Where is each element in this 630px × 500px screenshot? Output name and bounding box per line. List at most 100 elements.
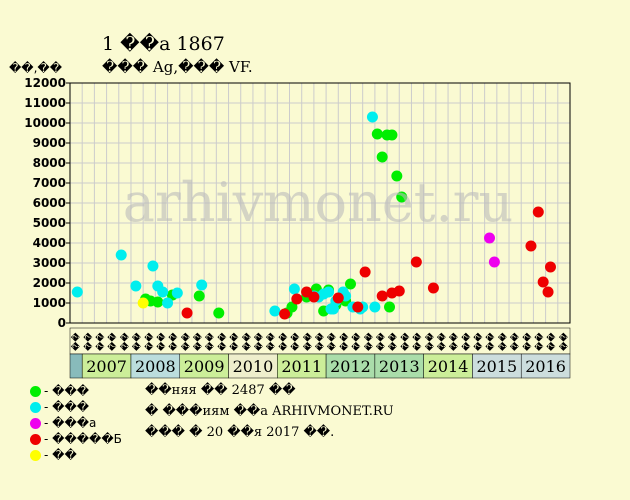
- y-tick-label: 2000: [33, 276, 66, 290]
- footer-line: � ���иям ��а ARHIVMONET.RU: [145, 404, 394, 419]
- year-label: 2015: [476, 357, 517, 376]
- quarter-label: ��: [387, 332, 399, 351]
- data-point: [344, 278, 356, 290]
- data-point: [162, 297, 174, 309]
- y-tick-label: 1000: [33, 296, 66, 310]
- y-tick-label: 10000: [24, 116, 66, 130]
- legend-swatch: [30, 402, 41, 413]
- year-band: [472, 353, 522, 379]
- quarter-label: ��: [399, 332, 411, 351]
- data-point: [286, 301, 298, 313]
- data-point: [537, 276, 549, 288]
- data-point: [115, 249, 127, 261]
- data-point: [488, 256, 500, 268]
- quarter-label: ��: [204, 332, 216, 351]
- quarter-label: ��: [473, 332, 485, 351]
- quarter-label: ��: [216, 332, 228, 351]
- data-point: [352, 301, 364, 313]
- data-point: [181, 307, 193, 319]
- quarter-label: ��: [509, 332, 521, 351]
- data-point: [147, 260, 159, 272]
- legend-label: - ���а: [44, 416, 97, 430]
- legend-swatch: [30, 386, 41, 397]
- data-point: [323, 286, 335, 298]
- y-axis-label: ��,��: [9, 61, 63, 75]
- quarter-label: ��: [534, 332, 546, 351]
- plot-frame: [69, 82, 571, 324]
- legend-label: - ��: [44, 448, 77, 462]
- data-point: [391, 170, 403, 182]
- year-label: 2008: [135, 357, 176, 376]
- quarter-label: ��: [229, 332, 241, 351]
- year-label: 2012: [330, 357, 371, 376]
- data-point: [152, 296, 164, 308]
- quarter-label: ��: [107, 332, 119, 351]
- y-tick-label: 5000: [33, 216, 66, 230]
- quarter-label: ��: [436, 332, 448, 351]
- data-point: [332, 292, 344, 304]
- data-point: [137, 297, 149, 309]
- quarter-label: ��: [155, 332, 167, 351]
- year-band: [179, 353, 229, 379]
- year-band: [130, 353, 181, 379]
- quarter-label: ��: [558, 332, 570, 351]
- year-band: [423, 353, 473, 379]
- year-label: 2016: [525, 357, 566, 376]
- quarter-label: ��: [192, 332, 204, 351]
- legend-label: - ���: [44, 400, 90, 414]
- y-tick-label: 11000: [24, 96, 66, 110]
- y-tick-label: 9000: [33, 136, 66, 150]
- quarter-label: ��: [265, 332, 277, 351]
- data-point: [288, 283, 300, 295]
- quarter-label: ��: [338, 332, 350, 351]
- page-title: 1 ��а 1867: [102, 33, 225, 55]
- data-point: [308, 291, 320, 303]
- data-point: [359, 266, 371, 278]
- year-band: [81, 353, 132, 379]
- data-point: [484, 232, 496, 244]
- quarter-label: ��: [314, 332, 326, 351]
- legend-swatch: [30, 450, 41, 461]
- quarter-label: ��: [363, 332, 375, 351]
- y-tick-label: 7000: [33, 176, 66, 190]
- data-point: [71, 286, 83, 298]
- footer-notes: ��няя �� 2487 �� � ���иям ��а ARHIVMONET…: [145, 383, 394, 446]
- data-point: [542, 286, 554, 298]
- year-band-lead: [69, 353, 83, 379]
- quarter-label: ��: [277, 332, 289, 351]
- quarter-label: ��: [82, 332, 94, 351]
- data-point: [376, 290, 388, 302]
- data-point: [130, 280, 142, 292]
- quarter-label: ��: [241, 332, 253, 351]
- watermark: arhivmonet.ru: [123, 171, 513, 234]
- data-point: [384, 301, 396, 313]
- quarter-label: ��: [497, 332, 509, 351]
- y-tick-label: 4000: [33, 236, 66, 250]
- quarter-label: ��: [460, 332, 472, 351]
- y-tick-label: 12000: [24, 76, 66, 90]
- data-point: [396, 191, 408, 203]
- data-point: [279, 308, 291, 320]
- data-point: [196, 279, 208, 291]
- footer-line: ��няя �� 2487 ��: [145, 383, 296, 398]
- footer-line: ��� � 20 ��я 2017 ��.: [145, 425, 335, 440]
- year-band: [228, 353, 278, 379]
- quarter-label: ��: [168, 332, 180, 351]
- year-label: 2011: [281, 357, 322, 376]
- y-tick-label: 8000: [33, 156, 66, 170]
- quarter-label: ��: [70, 332, 82, 351]
- data-point: [369, 301, 381, 313]
- quarter-label: ��: [180, 332, 192, 351]
- data-point: [386, 129, 398, 141]
- data-point: [393, 285, 405, 297]
- quarter-label: ��: [424, 332, 436, 351]
- data-point: [366, 111, 378, 123]
- legend-swatch: [30, 418, 41, 429]
- y-tick-label: 3000: [33, 256, 66, 270]
- quarter-label: ��: [131, 332, 143, 351]
- quarter-label: ��: [546, 332, 558, 351]
- quarter-label: ��: [521, 332, 533, 351]
- legend-swatch: [30, 434, 41, 445]
- page-subtitle: ��� Ag,��� VF.: [102, 58, 253, 76]
